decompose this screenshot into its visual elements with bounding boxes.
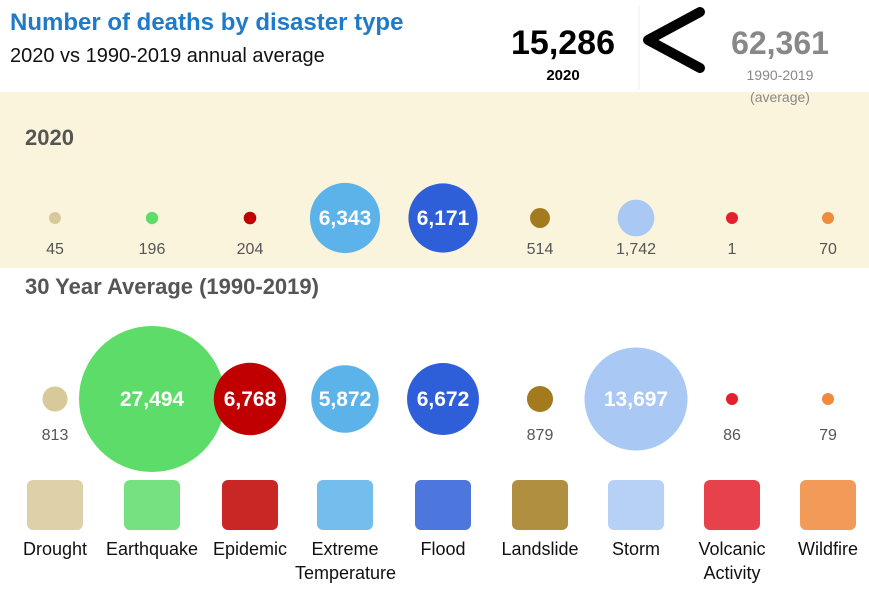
summary-value: 62,361 [731,25,829,61]
bubble [243,211,257,225]
bubble [726,212,738,224]
value-label: 5,872 [319,388,372,411]
value-label: 86 [723,427,741,444]
bubble [617,199,655,237]
category-icon [608,480,664,530]
value-label: 6,171 [417,207,470,230]
value-label: 1 [728,241,737,258]
bubble [309,182,381,254]
category-icon [512,480,568,530]
value-label: 6,343 [319,207,372,230]
category-icon [317,480,373,530]
summary-caption: 1990-2019 [747,67,814,83]
summary-caption: 2020 [546,67,579,84]
summary-value: 15,286 [511,24,615,62]
bubble [822,393,834,405]
category-label: Wildfire [797,539,858,559]
value-label: 879 [527,427,554,444]
bubble [49,212,61,224]
bubble [584,347,688,451]
value-label: 13,697 [604,388,668,411]
category-label: Extreme Temperature [295,539,397,583]
bubble [311,365,379,433]
bubble [145,211,159,225]
value-label: 79 [819,427,837,444]
category-label: Epidemic [212,539,288,559]
summary-caption: (average) [750,89,810,105]
less-than-sign [643,7,705,73]
value-label: 6,768 [224,388,277,411]
category-label: Volcanic Activity [698,539,766,583]
bubble [407,363,479,435]
value-label: 45 [46,241,64,258]
value-label: 27,494 [120,388,185,411]
value-label: 813 [42,427,69,444]
value-label: 204 [237,241,264,258]
bubble [526,385,554,413]
bubble [79,326,225,472]
bubble [408,183,478,253]
chart-subtitle: 2020 vs 1990-2019 annual average [10,45,325,67]
value-label: 196 [139,241,166,258]
value-label: 6,672 [417,388,470,411]
category-label: Storm [611,539,660,559]
category-label: Earthquake [105,539,199,559]
category-icon [800,480,856,530]
value-label: 70 [819,241,837,258]
category-icon [415,480,471,530]
category-label: Flood [420,539,466,559]
bubble [726,393,738,405]
category-icon [124,480,180,530]
category-icon [704,480,760,530]
value-label: 1,742 [616,241,656,258]
row-label: 2020 [25,125,74,150]
bubble [822,212,834,224]
category-label: Landslide [501,539,579,559]
value-label: 514 [527,241,554,258]
row-label: 30 Year Average (1990-2019) [25,274,319,299]
bubble [530,208,550,228]
bubble [42,386,68,412]
chart-title: Number of deaths by disaster type [10,9,403,36]
category-icon [222,480,278,530]
bubble [213,362,287,436]
category-icon [27,480,83,530]
category-label: Drought [22,539,88,559]
